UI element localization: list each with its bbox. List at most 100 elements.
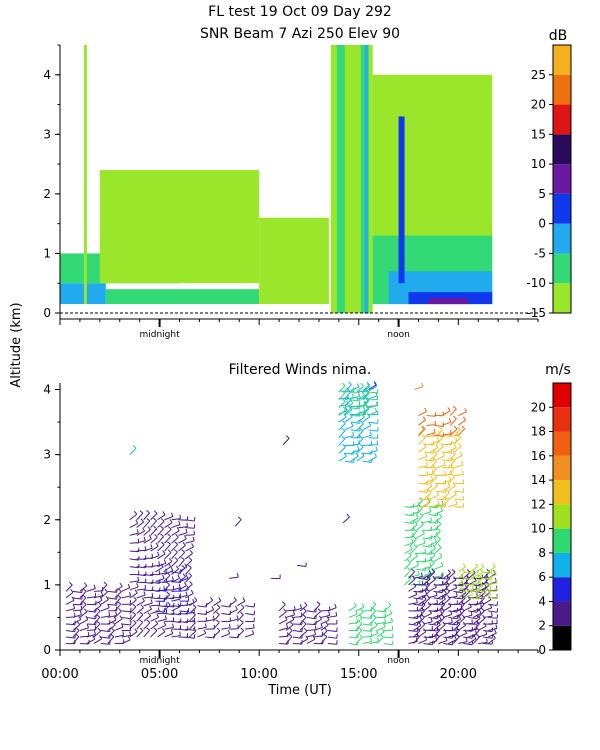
wind-barb <box>362 416 371 423</box>
wind-barb-flag <box>433 458 437 462</box>
wind-barb <box>129 606 137 614</box>
wind-barb-flag <box>86 623 90 629</box>
wind-barb <box>488 627 498 631</box>
wind-barb-flag <box>140 518 145 523</box>
wind-barb-flag <box>94 592 97 597</box>
wind-barb <box>413 597 423 600</box>
wind-barb <box>344 397 354 401</box>
wind-barb <box>79 597 87 605</box>
wind-barb <box>418 482 428 485</box>
wind-barb <box>93 605 102 612</box>
wind-barb <box>100 591 108 599</box>
wind-barb <box>356 446 364 454</box>
wind-barb-flag <box>69 581 73 586</box>
wind-barb <box>458 411 467 417</box>
wind-barb <box>488 610 498 613</box>
wind-barb <box>171 613 181 616</box>
wind-barb-flag <box>186 522 188 527</box>
wind-barb <box>428 616 438 620</box>
snr-colorbar-swatches: -15 -10 -5 0 5 10 15 20 25 <box>526 44 572 320</box>
wind-barb <box>171 620 181 623</box>
wind-barb <box>416 568 426 572</box>
wind-barb <box>410 511 420 516</box>
wind-barb <box>327 607 337 612</box>
wind-barb-flag <box>483 583 487 588</box>
wind-barb <box>368 450 378 454</box>
wind-barb <box>438 577 448 580</box>
wind-barb <box>121 587 131 592</box>
wind-barb-flag <box>365 405 370 410</box>
wind-barb <box>454 498 464 501</box>
wind-barb <box>430 494 439 500</box>
wind-barb-flag <box>437 544 442 548</box>
wind-barb-flag <box>192 604 197 608</box>
wind-barb <box>416 515 424 523</box>
wind-barb <box>383 636 393 639</box>
wind-barb <box>482 589 492 592</box>
wind-barb <box>410 555 418 562</box>
wind-barb <box>424 443 434 446</box>
wind-barb <box>408 585 417 592</box>
wind-barb <box>171 568 180 575</box>
snr-colorbar-tick-label: 0 <box>538 217 546 231</box>
wind-barb <box>86 596 96 599</box>
snr-colorbar: -15 -10 -5 0 5 10 15 20 25 dB <box>526 28 572 320</box>
wind-barb <box>157 553 166 560</box>
wind-barb <box>185 519 195 522</box>
wind-barb <box>65 629 75 633</box>
wind-barb <box>458 641 468 644</box>
wind-barb <box>426 432 436 436</box>
wind-barb <box>143 529 151 536</box>
wind-barb-flag <box>177 603 181 608</box>
wind-barb-flag <box>135 519 139 524</box>
wind-barb-flag <box>495 624 498 629</box>
wind-x-tick-label: 10:00 <box>240 667 277 682</box>
wind-barb-flag <box>374 382 377 387</box>
wind-barb-flag <box>356 383 360 388</box>
wind-barb-flag <box>478 575 483 579</box>
wind-barb-flag <box>374 453 377 457</box>
wind-barb <box>100 636 110 639</box>
wind-barb <box>368 391 378 394</box>
wind-barb <box>344 399 352 407</box>
wind-barb <box>93 623 101 631</box>
wind-barb <box>129 622 137 630</box>
y-axis-label: Altitude (km) <box>9 302 24 387</box>
wind-barb <box>472 629 480 638</box>
wind-barb-flag <box>299 604 303 609</box>
wind-barb <box>189 630 197 638</box>
snr-colorbar-swatch <box>553 74 571 105</box>
wind-barb <box>236 614 244 622</box>
wind-colorbar-swatch <box>553 431 571 456</box>
wind-barb <box>205 618 215 622</box>
wind-barb <box>442 421 452 426</box>
wind-barb <box>424 479 433 484</box>
wind-barb <box>79 585 88 592</box>
wind-barb <box>434 504 444 508</box>
wind-barb <box>369 624 378 631</box>
wind-barb <box>136 530 145 536</box>
figure-title-line2: SNR Beam 7 Azi 250 Elev 90 <box>200 26 400 42</box>
wind-barb <box>79 591 87 599</box>
wind-barb <box>157 572 167 575</box>
wind-barb-flag <box>437 528 441 532</box>
snr-colorbar-swatch <box>553 283 571 313</box>
wind-barb-flag <box>215 619 220 623</box>
wind-barb <box>93 630 102 638</box>
wind-barb <box>457 603 465 612</box>
wind-barb-flag <box>155 542 159 547</box>
wind-barb <box>178 544 186 552</box>
wind-barb <box>453 597 463 600</box>
wind-barb <box>362 384 370 392</box>
wind-barb-flag <box>242 597 246 602</box>
wind-barb <box>292 607 302 612</box>
wind-barb <box>143 596 153 599</box>
wind-barb <box>438 610 445 618</box>
wind-barb <box>423 636 433 639</box>
wind-barb <box>443 605 452 612</box>
wind-barb <box>418 599 427 605</box>
wind-barb <box>416 524 424 531</box>
wind-barb <box>164 570 173 575</box>
wind-barb-flag <box>76 621 81 625</box>
wind-y-tick-label: 1 <box>43 578 51 592</box>
